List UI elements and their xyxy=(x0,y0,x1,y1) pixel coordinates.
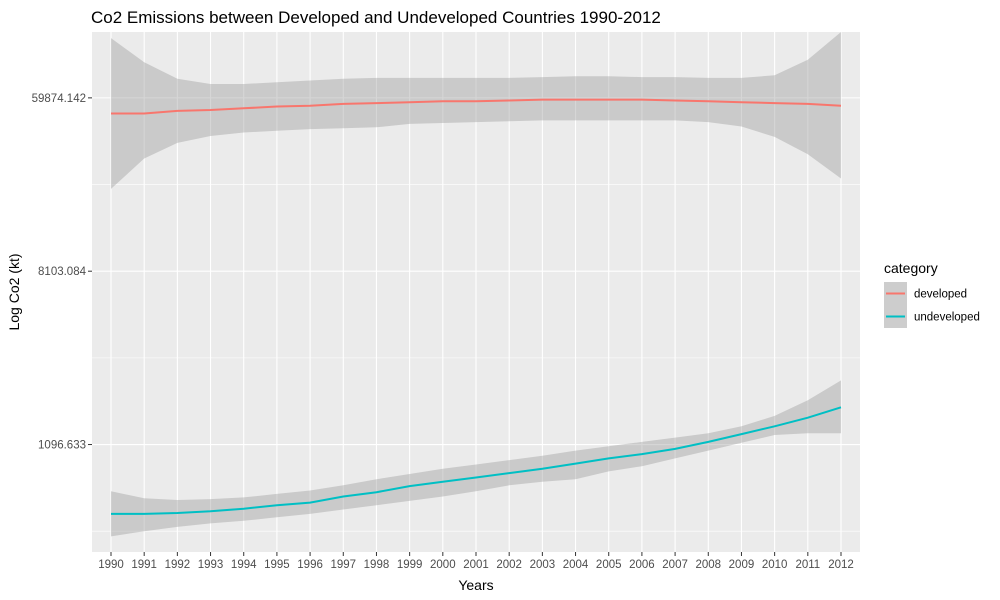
y-axis: 1096.633 8103.084 59874.142 xyxy=(32,93,92,452)
band-undeveloped xyxy=(111,380,841,537)
x-tick-label: 1991 xyxy=(131,559,157,571)
x-tick-label: 1995 xyxy=(264,559,290,571)
x-tick-label: 2011 xyxy=(795,559,820,571)
x-axis-title: Years xyxy=(458,577,493,593)
y-axis-title: Log Co2 (kt) xyxy=(6,253,22,330)
line-developed xyxy=(111,98,842,115)
band-developed xyxy=(111,32,841,189)
legend-label-undeveloped: undeveloped xyxy=(914,312,980,324)
x-tick-label: 2001 xyxy=(463,559,489,571)
x-tick-label: 2004 xyxy=(563,559,589,571)
confidence-bands xyxy=(111,32,841,537)
legend-title: category xyxy=(884,260,938,276)
legend: category developed undeveloped xyxy=(884,260,980,328)
x-tick-label: 2007 xyxy=(662,559,688,571)
y-tick-label: 8103.084 xyxy=(38,266,87,278)
x-tick-label: 2009 xyxy=(729,559,755,571)
x-tick-label: 1998 xyxy=(364,559,390,571)
x-tick-label: 2003 xyxy=(530,559,556,571)
line-undeveloped xyxy=(111,406,842,515)
grid-lines xyxy=(92,32,860,552)
x-tick-label: 2010 xyxy=(762,559,788,571)
series-lines xyxy=(111,98,842,515)
x-tick-label: 1994 xyxy=(231,559,257,571)
chart-title: Co2 Emissions between Developed and Unde… xyxy=(91,8,661,27)
x-axis: 1990 1991 1992 1993 1994 1995 1996 1997 1998 1999… xyxy=(98,552,854,571)
legend-label-developed: developed xyxy=(914,289,967,301)
x-tick-label: 1992 xyxy=(165,559,191,571)
y-tick-label: 59874.142 xyxy=(32,93,86,105)
x-tick-label: 2006 xyxy=(629,559,655,571)
x-tick-label: 1997 xyxy=(330,559,356,571)
x-tick-label: 1993 xyxy=(198,559,224,571)
x-tick-label: 2002 xyxy=(496,559,522,571)
y-tick-label: 1096.633 xyxy=(38,440,86,452)
x-tick-label: 2012 xyxy=(828,559,854,571)
x-tick-label: 2008 xyxy=(695,559,721,571)
x-tick-label: 1996 xyxy=(297,559,323,571)
x-tick-label: 1999 xyxy=(397,559,423,571)
x-tick-label: 2000 xyxy=(430,559,456,571)
x-tick-label: 2005 xyxy=(596,559,622,571)
x-tick-label: 1990 xyxy=(98,559,124,571)
